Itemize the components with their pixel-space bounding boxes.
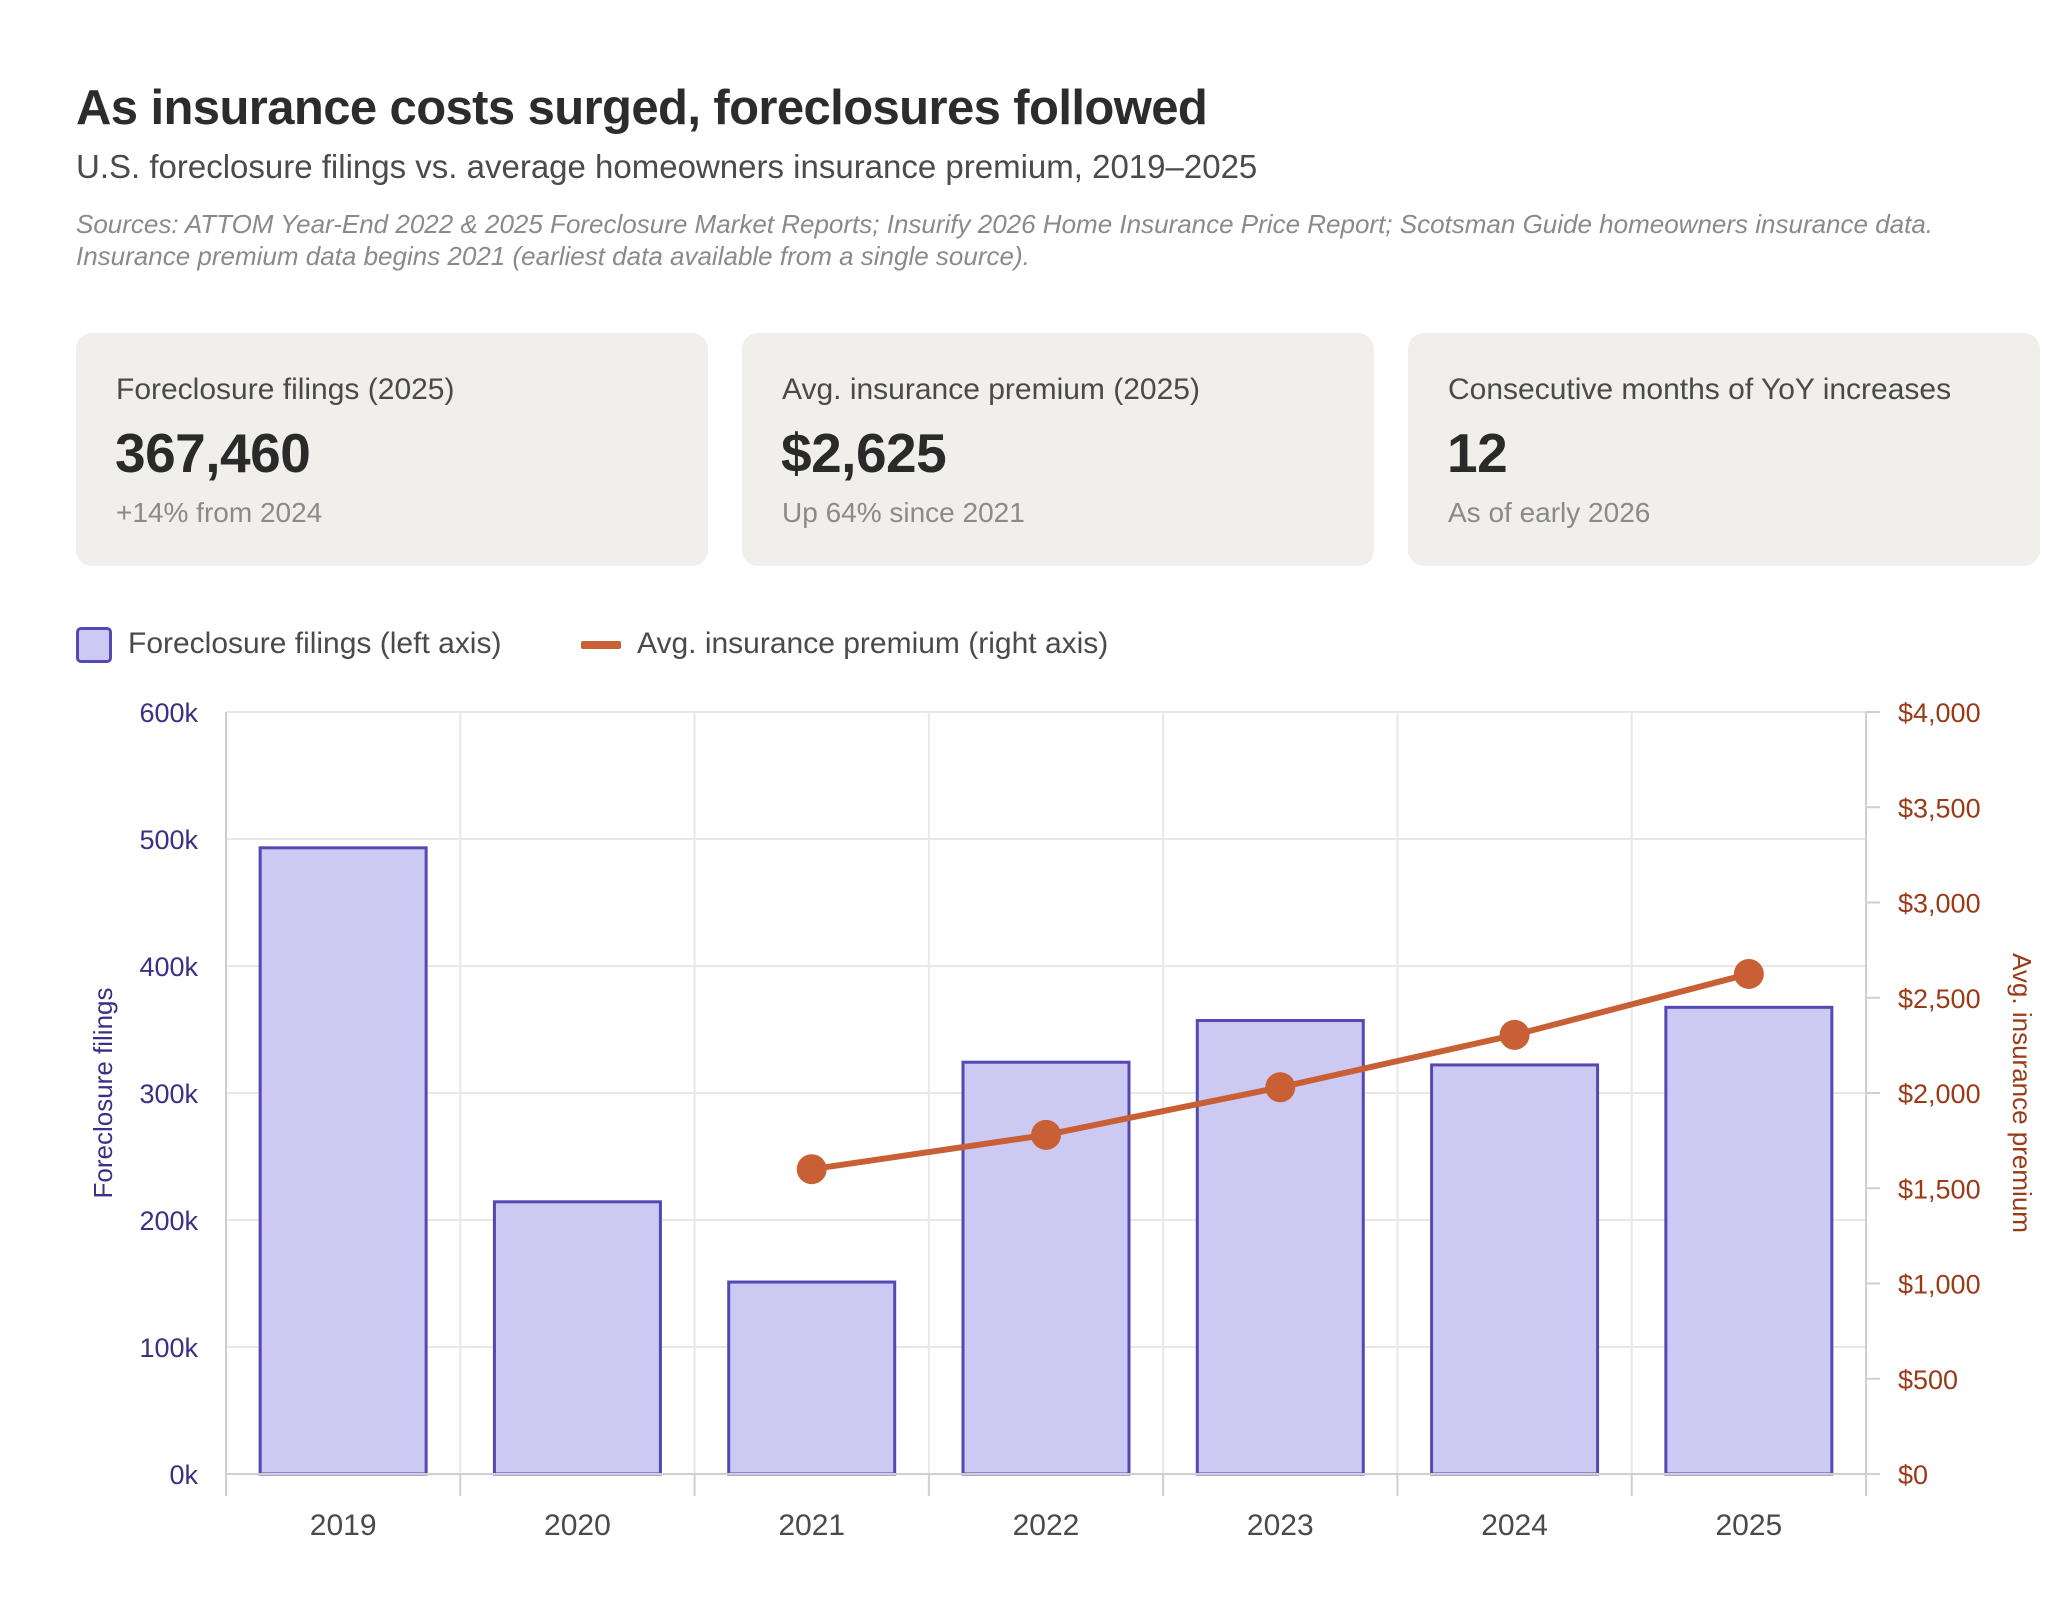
stat-card-label: Foreclosure filings (2025) <box>116 373 455 406</box>
bar-foreclosure-filings <box>961 1060 1131 1476</box>
bar-foreclosure-filings <box>258 846 428 1476</box>
left-axis-tick-label: 500k <box>139 825 198 855</box>
sources-note: Sources: ATTOM Year-End 2022 & 2025 Fore… <box>76 209 1934 271</box>
x-axis-tick-label: 2024 <box>1481 1509 1548 1542</box>
left-axis-tick-label: 400k <box>139 952 198 982</box>
stat-card-label: Avg. insurance premium (2025) <box>782 373 1200 406</box>
left-axis-tick-label: 300k <box>139 1079 198 1109</box>
legend-item-bars[interactable]: Foreclosure filings (left axis) <box>76 627 546 667</box>
right-axis-tick-label: $3,500 <box>1898 793 1981 823</box>
x-axis-tick-label: 2022 <box>1013 1509 1080 1542</box>
legend-label-line: Avg. insurance premium (right axis) <box>637 627 1109 660</box>
right-axis-tick-label: $0 <box>1898 1460 1928 1490</box>
bar-foreclosure-filings <box>492 1200 662 1476</box>
right-axis-title: Avg. insurance premium <box>2007 953 2037 1233</box>
stat-card-label: Consecutive months of YoY increases <box>1448 373 1952 406</box>
bar-foreclosure-filings <box>1664 1005 1834 1476</box>
stat-card-yoy: Consecutive months of YoY increases 12 A… <box>1408 333 2040 566</box>
point-insurance-premium <box>1265 1072 1296 1103</box>
stat-card-note: +14% from 2024 <box>116 497 323 528</box>
point-insurance-premium <box>1499 1019 1530 1050</box>
bar-foreclosure-filings <box>1195 1019 1365 1476</box>
right-axis-tick-label: $2,000 <box>1898 1079 1981 1109</box>
bar-foreclosure-filings <box>727 1280 897 1476</box>
point-insurance-premium <box>1733 958 1764 989</box>
x-axis-tick-label: 2025 <box>1715 1509 1782 1542</box>
x-axis-tick-label: 2023 <box>1247 1509 1314 1542</box>
right-axis-tick-label: $4,000 <box>1898 698 1981 728</box>
bar-swatch-icon <box>76 627 112 663</box>
right-axis-tick-label: $1,500 <box>1898 1174 1981 1204</box>
right-axis-tick-label: $2,500 <box>1898 984 1981 1014</box>
stat-card-value: $2,625 <box>781 422 947 484</box>
stat-card-value: 367,460 <box>115 422 311 484</box>
line-insurance-premium <box>808 970 1752 1173</box>
x-axis-tick-label: 2021 <box>778 1509 845 1542</box>
right-axis-tick-label: $500 <box>1898 1365 1958 1395</box>
stat-card-premium: Avg. insurance premium (2025) $2,625 Up … <box>742 333 1374 566</box>
left-axis-tick-label: 0k <box>169 1460 198 1490</box>
point-insurance-premium <box>796 1154 827 1185</box>
chart-subtitle: U.S. foreclosure filings vs. average hom… <box>76 148 1258 185</box>
stat-card-note: Up 64% since 2021 <box>782 497 1025 528</box>
point-insurance-premium <box>1031 1119 1061 1150</box>
bar-foreclosure-filings <box>1430 1063 1600 1476</box>
legend-item-line[interactable]: Avg. insurance premium (right axis) <box>581 627 1161 667</box>
left-axis-tick-label: 200k <box>139 1206 198 1236</box>
stat-card-value: 12 <box>1447 422 1508 484</box>
left-axis-tick-label: 600k <box>139 698 198 728</box>
left-axis-tick-label: 100k <box>139 1333 198 1363</box>
right-axis-tick-label: $3,000 <box>1898 889 1981 919</box>
stat-card-note: As of early 2026 <box>1448 497 1651 528</box>
chart-title: As insurance costs surged, foreclosures … <box>76 81 1208 135</box>
left-axis-title: Foreclosure filings <box>88 988 118 1199</box>
right-axis-tick-label: $1,000 <box>1898 1270 1981 1300</box>
x-axis-tick-label: 2019 <box>310 1509 377 1542</box>
line-swatch-icon <box>581 641 621 649</box>
x-axis-tick-label: 2020 <box>544 1509 611 1542</box>
stat-card-foreclosures: Foreclosure filings (2025) 367,460 +14% … <box>76 333 708 566</box>
legend-label-bars: Foreclosure filings (left axis) <box>128 627 502 660</box>
